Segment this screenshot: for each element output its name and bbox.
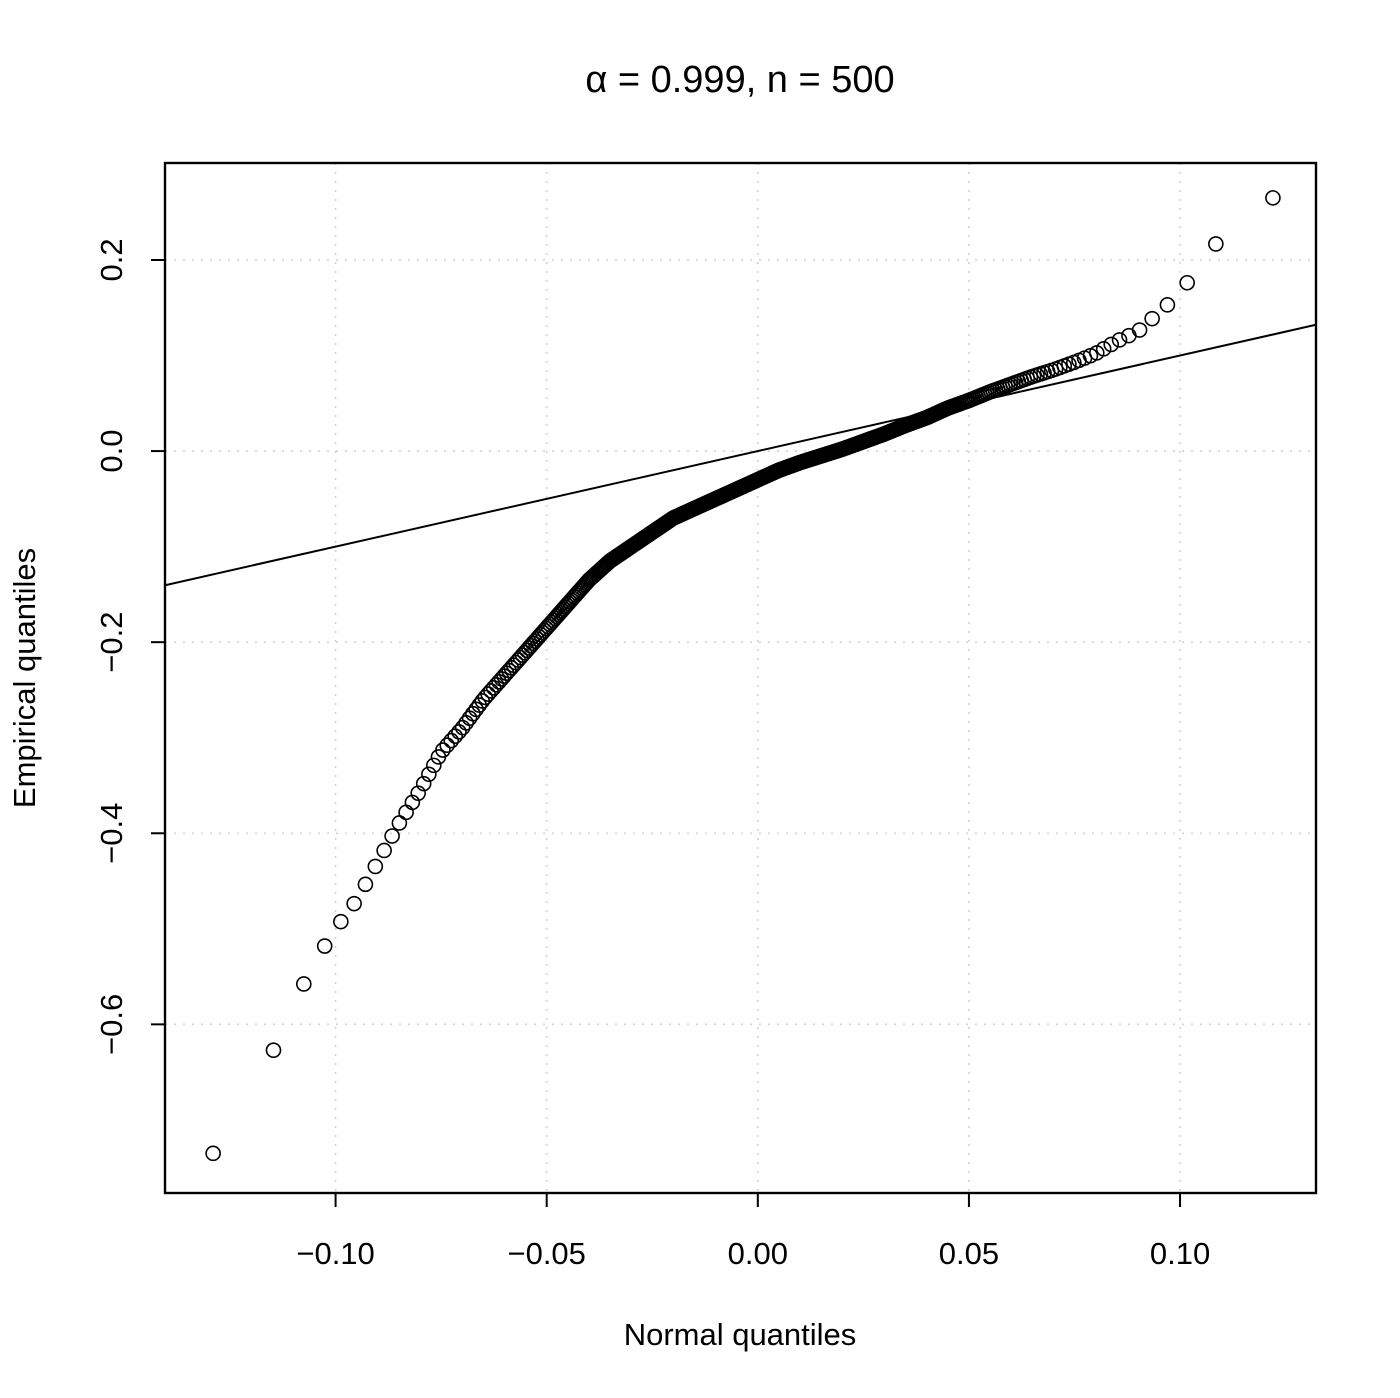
data-point — [384, 828, 400, 844]
y-tick-label: −0.6 — [94, 994, 129, 1055]
x-tick-label: −0.10 — [296, 1236, 374, 1271]
y-tick-label: 0.2 — [94, 238, 129, 281]
data-point — [398, 804, 414, 821]
y-axis: −0.6 −0.4 −0.2 0.0 0.2 — [94, 238, 165, 1055]
data-point — [454, 719, 471, 736]
data-point — [265, 1042, 282, 1058]
data-point — [1159, 297, 1176, 313]
data-point — [488, 676, 505, 693]
reference-line — [165, 323, 1316, 587]
data-point — [1265, 190, 1281, 206]
data-point — [1111, 332, 1128, 348]
x-tick-label: 0.00 — [728, 1236, 788, 1271]
data-point — [333, 913, 349, 930]
data-point — [295, 976, 312, 992]
data-point — [458, 715, 474, 731]
x-tick-label: −0.05 — [507, 1236, 585, 1271]
data-point — [425, 757, 442, 774]
data-point — [376, 842, 392, 859]
data-point — [439, 737, 455, 754]
data-point — [1179, 274, 1195, 291]
chart-title: α = 0.999, n = 500 — [585, 59, 894, 101]
data-point — [410, 785, 426, 801]
data-point — [415, 775, 432, 792]
data-point — [1131, 322, 1148, 338]
data-point — [391, 815, 408, 831]
plot-frame — [163, 161, 1318, 1195]
data-point — [316, 938, 333, 954]
data-point — [447, 728, 464, 744]
grid-lines — [165, 163, 1316, 1193]
data-point — [1095, 341, 1112, 357]
x-axis: −0.10 −0.05 0.00 0.05 0.10 — [296, 1193, 1210, 1271]
data-point — [421, 766, 437, 783]
data-point — [346, 895, 362, 912]
y-tick-label: 0.0 — [94, 430, 129, 473]
data-point — [451, 724, 467, 740]
data-point — [1103, 336, 1120, 353]
y-tick-label: −0.2 — [94, 612, 129, 673]
x-tick-label: 0.10 — [1150, 1236, 1210, 1271]
x-tick-label: 0.05 — [939, 1236, 999, 1271]
data-point — [443, 732, 460, 749]
data-point — [205, 1145, 221, 1162]
x-axis-label: Normal quantiles — [624, 1317, 857, 1352]
data-point — [1121, 327, 1137, 344]
y-axis-label: Empirical quantiles — [7, 548, 42, 808]
data-points — [205, 190, 1281, 1162]
data-point — [367, 858, 384, 875]
data-point — [1144, 310, 1160, 327]
data-point — [435, 742, 451, 758]
data-point — [357, 876, 374, 893]
data-point — [1208, 236, 1224, 252]
y-tick-label: −0.4 — [94, 803, 129, 864]
